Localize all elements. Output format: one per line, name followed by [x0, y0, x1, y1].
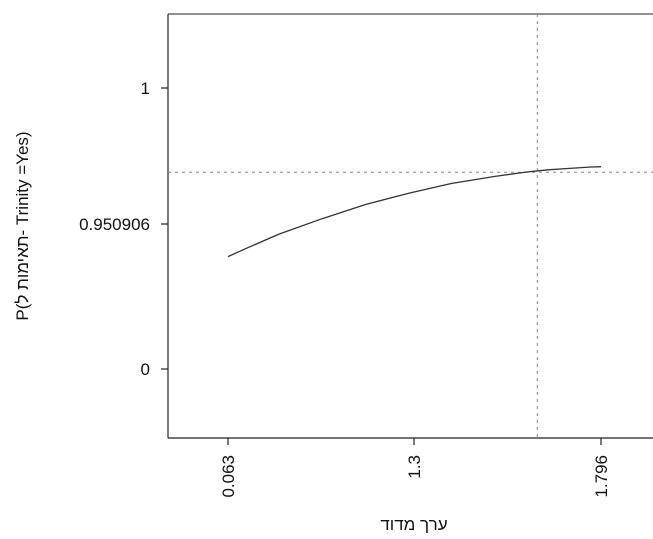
y-axis-title: P(תאימות ל- Trinity =Yes)	[13, 131, 32, 320]
y-tick-label: 1	[141, 79, 150, 98]
y-axis-ticks: 0 0.950906 1	[79, 79, 168, 379]
x-tick-label: 0.063	[219, 455, 238, 498]
series-group	[227, 166, 602, 258]
series-line	[227, 166, 602, 258]
x-axis-title: ערך מדוד	[380, 515, 447, 534]
reference-lines	[168, 14, 653, 438]
y-tick-label: 0	[141, 360, 150, 379]
x-axis-ticks: 0.063 1.3 1.796	[219, 438, 611, 498]
y-tick-label: 0.950906	[79, 215, 150, 234]
x-tick-label: 1.3	[405, 455, 424, 479]
x-tick-label: 1.796	[592, 455, 611, 498]
plot-frame	[167, 13, 653, 439]
